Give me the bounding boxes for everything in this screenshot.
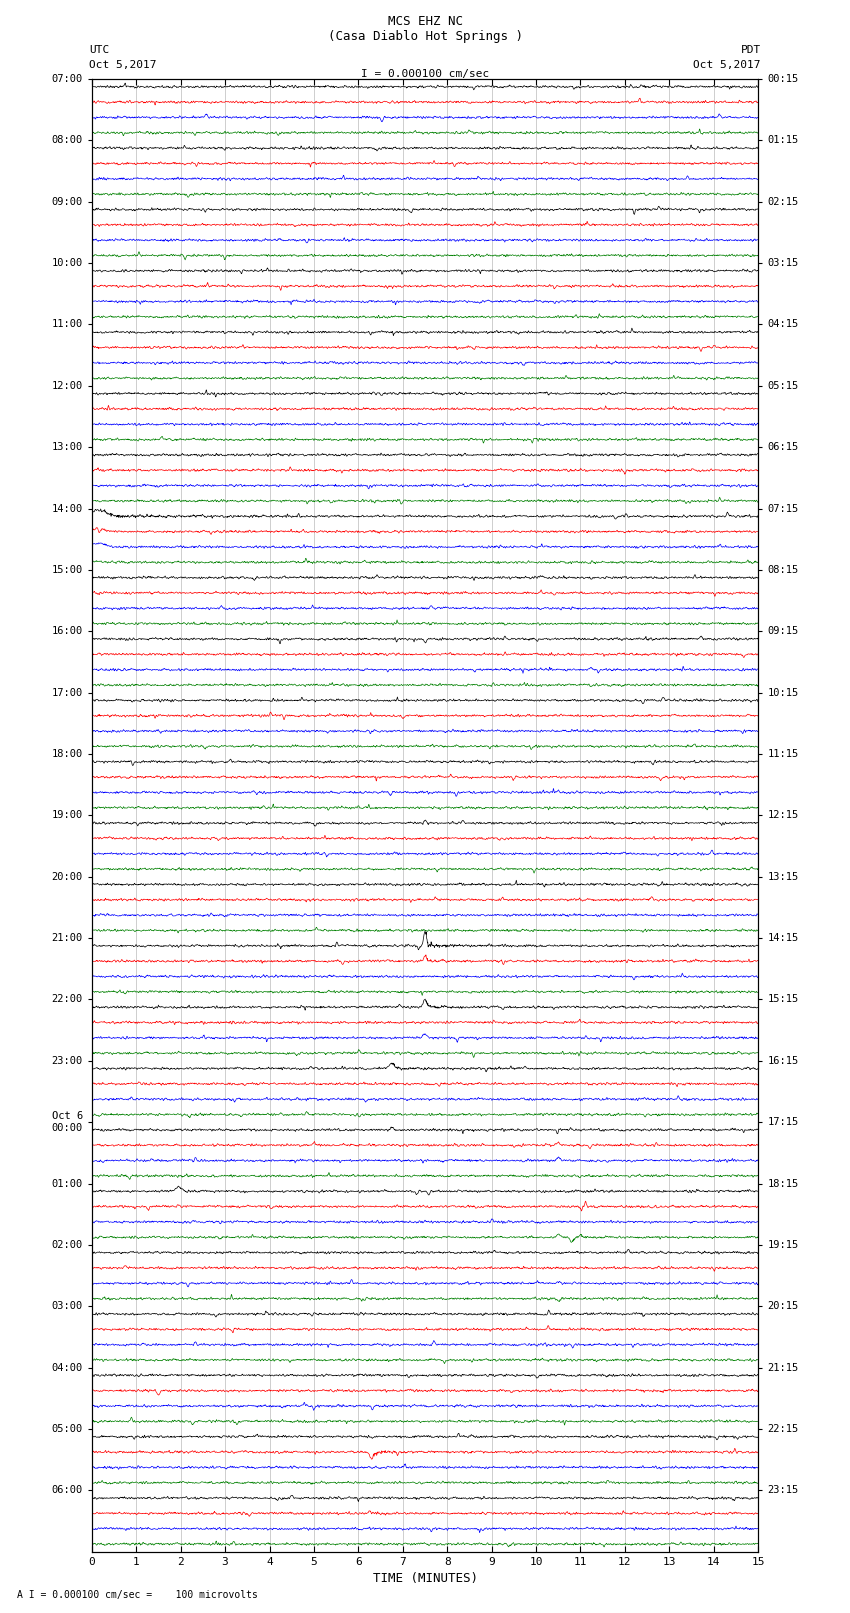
Text: A I = 0.000100 cm/sec =    100 microvolts: A I = 0.000100 cm/sec = 100 microvolts — [17, 1590, 258, 1600]
Text: PDT: PDT — [740, 45, 761, 55]
Text: Oct 5,2017: Oct 5,2017 — [89, 60, 156, 69]
X-axis label: TIME (MINUTES): TIME (MINUTES) — [372, 1573, 478, 1586]
Text: UTC: UTC — [89, 45, 110, 55]
Title: MCS EHZ NC
(Casa Diablo Hot Springs ): MCS EHZ NC (Casa Diablo Hot Springs ) — [327, 15, 523, 44]
Text: Oct 5,2017: Oct 5,2017 — [694, 60, 761, 69]
Text: I = 0.000100 cm/sec: I = 0.000100 cm/sec — [361, 69, 489, 79]
